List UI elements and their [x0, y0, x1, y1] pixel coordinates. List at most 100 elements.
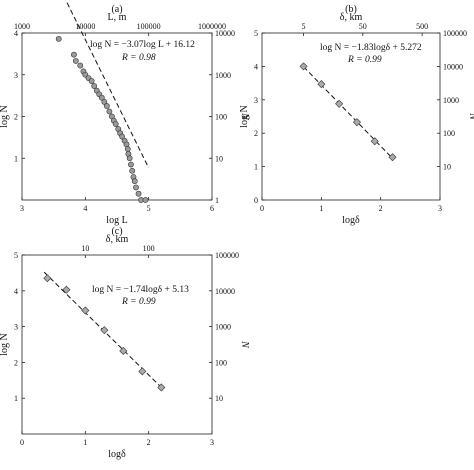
right-axis-title: N	[239, 112, 250, 121]
regression-line	[303, 66, 393, 159]
data-point	[62, 285, 71, 294]
regression-line	[65, 0, 150, 169]
x-axis-title: logδ	[108, 449, 126, 460]
data-point	[101, 98, 108, 105]
right-tick-label: 100000	[443, 29, 467, 38]
y-axis-title: log N	[0, 105, 10, 128]
top-tick-label: 1000000	[198, 22, 226, 31]
right-tick-label: 10000	[215, 287, 235, 296]
data-point	[71, 51, 77, 58]
data-point	[119, 133, 125, 140]
x-tick-label: 4	[83, 204, 87, 213]
right-tick-label: 10000	[215, 29, 235, 38]
x-tick-label: 3	[438, 204, 442, 213]
data-point	[128, 161, 134, 168]
y-axis-title: log N	[0, 333, 10, 356]
right-tick-label: 10	[215, 394, 223, 403]
y-tick-label: 4	[14, 29, 18, 38]
y-tick-label: 4	[254, 62, 258, 71]
data-point	[131, 178, 138, 185]
fit-equation: log N = −1.83logδ + 5.272	[320, 43, 422, 53]
data-point	[133, 184, 139, 191]
x-tick-label: 0	[260, 204, 264, 213]
top-tick-label: 5	[301, 22, 305, 31]
y-tick-label: 3	[14, 323, 18, 332]
data-point	[112, 121, 119, 127]
right-tick-label: 100000	[215, 251, 239, 260]
data-point	[352, 118, 361, 127]
y-tick-label: 3	[14, 71, 18, 80]
y-tick-label: 5	[254, 29, 258, 38]
data-point	[124, 146, 131, 152]
chart-panel-2: 0 1 2 3 0 1 2 3 4 5 5 50 500 10 100 1000 10000 100000 (b)δ…	[239, 4, 474, 226]
data-point	[299, 62, 308, 71]
data-point	[138, 367, 147, 376]
data-point	[335, 99, 344, 108]
data-point	[388, 153, 397, 162]
top-tick-label: 100000	[137, 22, 161, 31]
right-tick-label: 100	[215, 113, 227, 122]
panel-label: (c)	[111, 226, 122, 237]
x-tick-label: 5	[147, 204, 151, 213]
data-point	[77, 62, 84, 69]
top-tick-label: 1000	[14, 22, 30, 31]
y-tick-label: 1	[14, 154, 18, 163]
right-tick-label: 1000	[215, 323, 231, 332]
data-point	[317, 80, 326, 89]
x-tick-label: 2	[379, 204, 383, 213]
y-tick-label: 1	[254, 163, 258, 172]
y-tick-label: 2	[254, 129, 258, 138]
data-point	[142, 197, 149, 203]
data-point	[98, 94, 105, 101]
y-tick-label: 2	[14, 358, 18, 367]
x-axis-title: logδ	[342, 215, 360, 226]
right-axis-title: N	[239, 340, 250, 349]
fit-r-value: R = 0.99	[347, 55, 382, 65]
x-tick-label: 1	[319, 204, 323, 213]
data-point	[81, 306, 90, 315]
top-tick-label: 10000	[75, 22, 95, 31]
y-tick-label: 4	[14, 287, 18, 296]
y-tick-label: 1	[14, 394, 18, 403]
x-axis-title: log L	[106, 215, 127, 226]
x-tick-label: 3	[210, 438, 214, 447]
right-tick-label: 1000	[443, 96, 459, 105]
x-tick-label: 0	[20, 438, 24, 447]
x-tick-label: 1	[83, 438, 87, 447]
data-point	[88, 78, 95, 84]
top-axis-title: δ, km	[340, 12, 363, 23]
data-point	[370, 137, 379, 146]
data-point	[129, 167, 136, 174]
data-point	[100, 326, 109, 335]
data-point	[72, 58, 79, 64]
right-tick-label: 10	[215, 154, 223, 163]
y-tick-label: 5	[14, 251, 18, 260]
right-tick-label: 10000	[443, 62, 463, 71]
right-tick-label: 1	[215, 196, 219, 205]
y-tick-label: 2	[14, 113, 18, 122]
x-tick-label: 3	[20, 204, 24, 213]
plot-frame	[21, 254, 213, 435]
top-tick-label: 10	[81, 244, 89, 253]
data-point	[135, 190, 142, 197]
right-axis-title: N	[467, 112, 474, 121]
fit-r-value: R = 0.98	[121, 53, 156, 63]
x-tick-label: 6	[210, 204, 214, 213]
fit-equation: log N = −1.74logδ + 5.13	[92, 285, 189, 295]
data-point	[43, 274, 52, 283]
top-axis-title: δ, km	[106, 234, 129, 245]
plot-frame	[21, 32, 213, 201]
panel-label: (b)	[345, 4, 357, 15]
right-tick-label: 100	[215, 358, 227, 367]
data-point	[157, 383, 166, 392]
y-tick-label: 3	[254, 96, 258, 105]
panel-label: (a)	[111, 4, 122, 15]
right-tick-label: 100	[443, 129, 455, 138]
data-point	[119, 346, 128, 355]
top-axis-title: L, m	[108, 12, 127, 23]
data-point	[91, 83, 98, 89]
data-point	[55, 35, 62, 42]
data-point	[126, 155, 133, 162]
